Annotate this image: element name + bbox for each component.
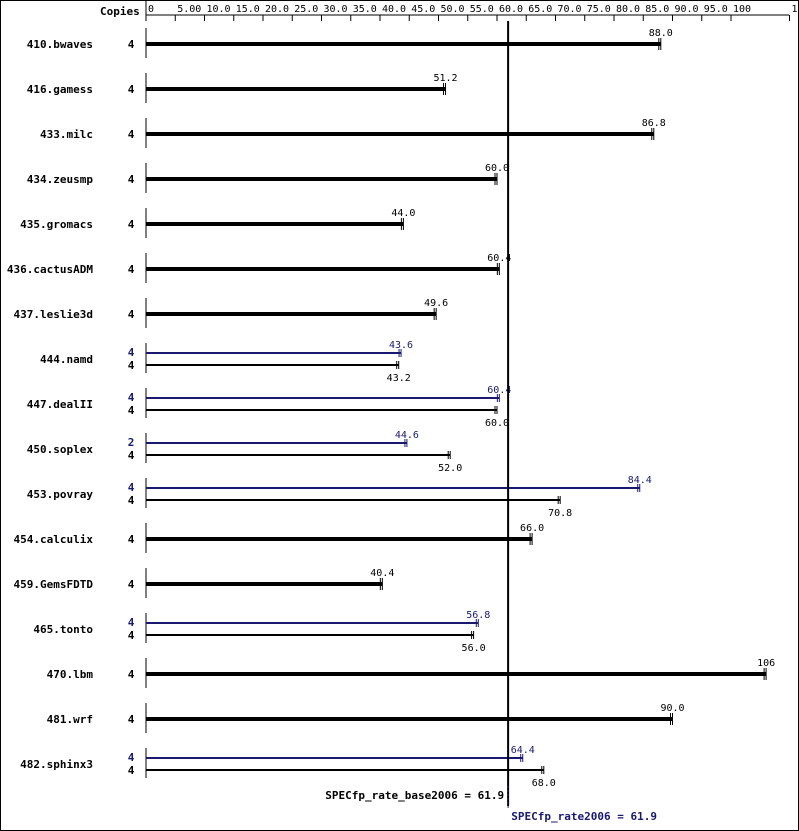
peak-copies: 4 [128, 391, 135, 404]
x-tick-label-19: 95.0 [704, 4, 728, 15]
base-copies: 4 [128, 359, 135, 372]
peak-copies: 2 [128, 436, 135, 449]
base-value-label: 56.0 [462, 643, 486, 654]
base-value-label: 52.0 [438, 463, 462, 474]
x-tick-label-10: 50.0 [441, 4, 465, 15]
benchmark-label: 470.lbm [47, 668, 94, 681]
peak-value-label: 60.4 [487, 385, 511, 396]
base-copies: 4 [128, 308, 135, 321]
peak-value-label: 44.6 [395, 430, 419, 441]
base-copies: 4 [128, 629, 135, 642]
peak-copies: 4 [128, 481, 135, 494]
x-tick-label-8: 40.0 [382, 4, 406, 15]
benchmark-label: 437.leslie3d [14, 308, 93, 321]
x-tick-label-20: 100 [733, 4, 751, 15]
base-copies: 4 [128, 38, 135, 51]
peak-value-label: 43.6 [389, 340, 413, 351]
peak-copies: 4 [128, 346, 135, 359]
x-tick-label-18: 90.0 [675, 4, 699, 15]
x-tick-label-0: 0 [148, 4, 154, 15]
x-tick-label-2: 10.0 [207, 4, 231, 15]
base-value-label: 68.0 [532, 778, 556, 789]
benchmark-label: 444.namd [40, 353, 93, 366]
benchmark-label: 433.milc [40, 128, 93, 141]
benchmark-label: 435.gromacs [20, 218, 93, 231]
benchmark-label: 459.GemsFDTD [14, 578, 94, 591]
x-tick-label-12: 60.0 [499, 4, 523, 15]
benchmark-label: 436.cactusADM [7, 263, 93, 276]
peak-value-label: 64.4 [511, 745, 535, 756]
benchmark-label: 410.bwaves [27, 38, 93, 51]
x-tick-label-15: 75.0 [587, 4, 611, 15]
benchmark-label: 454.calculix [14, 533, 94, 546]
base-copies: 4 [128, 128, 135, 141]
peak-value-label: 84.4 [628, 475, 652, 486]
base-copies: 4 [128, 578, 135, 591]
peak-value-label: 56.8 [466, 610, 490, 621]
base-summary-label: SPECfp_rate_base2006 = 61.9 [325, 789, 504, 802]
base-copies: 4 [128, 713, 135, 726]
x-tick-label-4: 20.0 [265, 4, 289, 15]
x-tick-label-3: 15.0 [236, 4, 260, 15]
x-tick-label-13: 65.0 [528, 4, 552, 15]
x-tick-label-5: 25.0 [294, 4, 318, 15]
base-value-label: 51.2 [433, 73, 457, 84]
x-tick-label-16: 80.0 [616, 4, 640, 15]
base-value-label: 86.8 [642, 118, 666, 129]
base-copies: 4 [128, 494, 135, 507]
x-tick-label-1: 5.00 [177, 4, 201, 15]
base-copies: 4 [128, 533, 135, 546]
base-copies: 4 [128, 404, 135, 417]
base-copies: 4 [128, 263, 135, 276]
base-copies: 4 [128, 668, 135, 681]
benchmark-label: 453.povray [27, 488, 94, 501]
base-value-label: 49.6 [424, 298, 448, 309]
benchmark-label: 416.gamess [27, 83, 93, 96]
base-copies: 4 [128, 83, 135, 96]
benchmark-label: 465.tonto [33, 623, 93, 636]
benchmark-label: 450.soplex [27, 443, 94, 456]
base-value-label: 43.2 [387, 373, 411, 384]
base-value-label: 106 [757, 658, 775, 669]
x-tick-label-17: 85.0 [645, 4, 669, 15]
base-value-label: 60.4 [487, 253, 511, 264]
base-copies: 4 [128, 449, 135, 462]
x-tick-label-7: 35.0 [353, 4, 377, 15]
base-copies: 4 [128, 218, 135, 231]
benchmark-label: 482.sphinx3 [20, 758, 93, 771]
base-copies: 4 [128, 764, 135, 777]
x-tick-label-11: 55.0 [470, 4, 494, 15]
x-tick-label-21: 110 [792, 4, 799, 15]
x-tick-label-9: 45.0 [411, 4, 435, 15]
benchmark-label: 481.wrf [47, 713, 93, 726]
x-tick-label-14: 70.0 [558, 4, 582, 15]
x-tick-label-6: 30.0 [324, 4, 348, 15]
peak-copies: 4 [128, 616, 135, 629]
base-value-label: 70.8 [548, 508, 572, 519]
benchmark-label: 447.dealII [27, 398, 93, 411]
peak-copies: 4 [128, 751, 135, 764]
peak-summary-label: SPECfp_rate2006 = 61.9 [511, 810, 657, 823]
base-value-label: 90.0 [660, 703, 684, 714]
base-value-label: 66.0 [520, 523, 544, 534]
base-value-label: 88.0 [649, 28, 673, 39]
copies-header: Copies [100, 5, 140, 18]
base-value-label: 44.0 [391, 208, 415, 219]
base-value-label: 60.0 [485, 418, 509, 429]
benchmark-label: 434.zeusmp [27, 173, 94, 186]
base-value-label: 60.0 [485, 163, 509, 174]
base-copies: 4 [128, 173, 135, 186]
base-value-label: 40.4 [370, 568, 394, 579]
